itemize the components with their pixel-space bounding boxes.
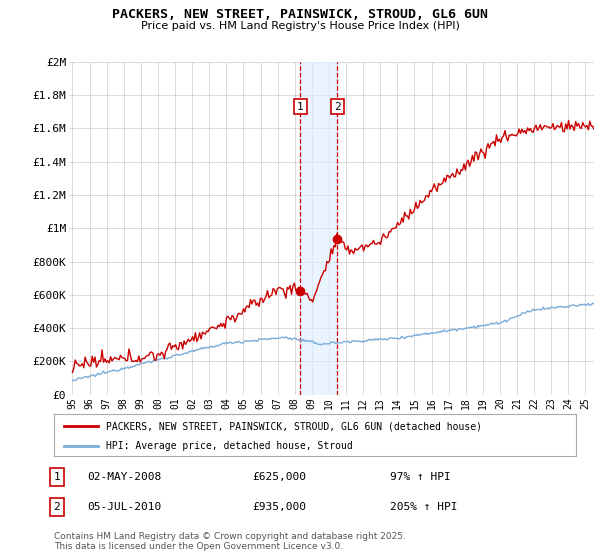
Text: PACKERS, NEW STREET, PAINSWICK, STROUD, GL6 6UN (detached house): PACKERS, NEW STREET, PAINSWICK, STROUD, … [106,421,482,431]
Text: 02-MAY-2008: 02-MAY-2008 [87,472,161,482]
Text: £625,000: £625,000 [252,472,306,482]
Text: Price paid vs. HM Land Registry's House Price Index (HPI): Price paid vs. HM Land Registry's House … [140,21,460,31]
Text: PACKERS, NEW STREET, PAINSWICK, STROUD, GL6 6UN: PACKERS, NEW STREET, PAINSWICK, STROUD, … [112,8,488,21]
Text: 205% ↑ HPI: 205% ↑ HPI [390,502,458,512]
Text: £935,000: £935,000 [252,502,306,512]
Text: Contains HM Land Registry data © Crown copyright and database right 2025.
This d: Contains HM Land Registry data © Crown c… [54,532,406,552]
Text: 97% ↑ HPI: 97% ↑ HPI [390,472,451,482]
Text: 2: 2 [53,502,61,512]
Text: 1: 1 [53,472,61,482]
Text: HPI: Average price, detached house, Stroud: HPI: Average price, detached house, Stro… [106,441,353,451]
Text: 1: 1 [297,101,304,111]
Text: 05-JUL-2010: 05-JUL-2010 [87,502,161,512]
Text: 2: 2 [334,101,341,111]
Bar [301,62,337,395]
